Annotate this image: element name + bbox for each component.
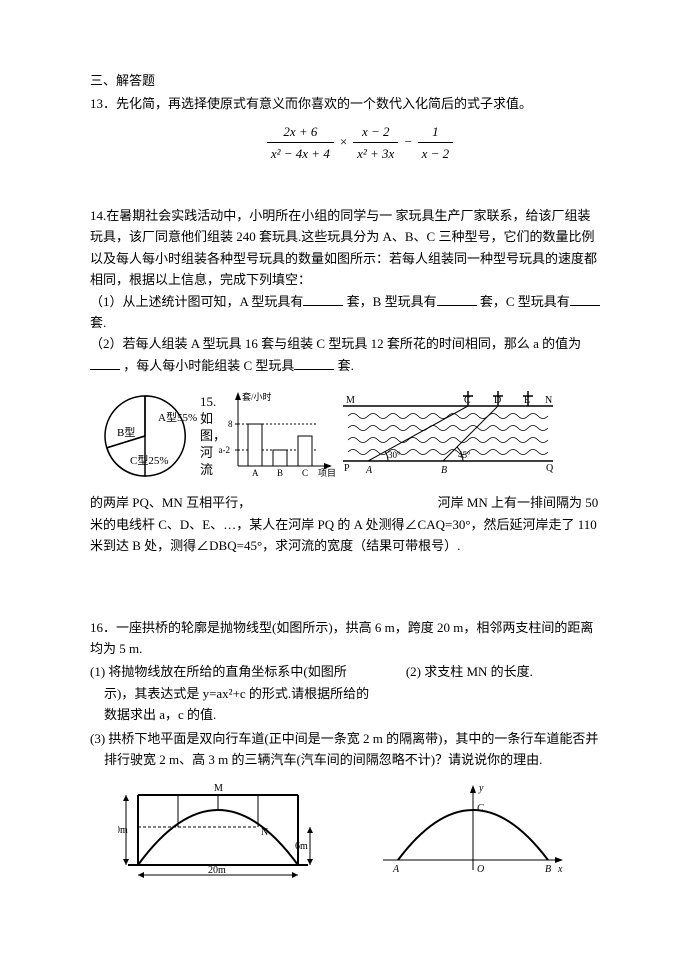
svg-text:20m: 20m — [208, 865, 226, 876]
svg-text:D: D — [494, 395, 501, 406]
svg-text:N: N — [545, 395, 552, 406]
q14-p3: （2）若每人组装 A 型玩具 16 套与组装 C 型玩具 12 套所花的时间相同… — [90, 333, 600, 376]
q14-block: 14.在暑期社会实践活动中，小明所在小组的同学与一 家玩具生产厂家联系，给该厂组… — [90, 205, 600, 377]
svg-text:Q: Q — [546, 463, 554, 474]
river-diagram: M N P Q A B C D E 30° 45° — [338, 386, 558, 486]
svg-text:45°: 45° — [458, 450, 471, 460]
svg-text:8: 8 — [228, 419, 233, 429]
svg-text:B: B — [441, 465, 447, 476]
blank-cval — [294, 357, 334, 370]
frac2-den: x² + 3x — [353, 143, 398, 164]
svg-text:x: x — [557, 864, 563, 875]
q13-formula: 2x + 6x² − 4x + 4 × x − 2x² + 3x − 1x − … — [120, 121, 600, 165]
svg-text:C: C — [464, 395, 471, 406]
svg-text:y: y — [478, 783, 484, 794]
pie-chart: A型55% B型 C型25% — [90, 386, 200, 486]
svg-text:10m: 10m — [118, 825, 128, 836]
svg-text:N: N — [261, 827, 268, 838]
bridge-figure-1: M N 10m 6m 20m — [118, 775, 318, 885]
pie-b-label: B型 — [117, 425, 135, 439]
frac2-num: x − 2 — [353, 121, 398, 143]
pie-a-label: A型55% — [158, 410, 197, 424]
bar-chart: 套/小时 8 2a-2 A B C 项目 — [218, 386, 338, 486]
section-heading: 三、解答题 — [90, 70, 600, 91]
q15-inline-text: 15.如图，河流 — [200, 394, 218, 478]
svg-text:M: M — [214, 783, 223, 794]
svg-text:C: C — [302, 468, 308, 478]
svg-text:A: A — [252, 468, 259, 478]
q16-s1: (1) 将抛物线放在所给的直角坐标系中(如图所示)，其表达式是 y=ax²+c … — [90, 661, 376, 725]
svg-text:A: A — [392, 864, 400, 875]
blank-c — [570, 293, 600, 306]
svg-text:O: O — [477, 864, 484, 875]
q16-block: 16．一座拱桥的轮廓是抛物线型(如图所示)，拱高 6 m，跨度 20 m，相邻两… — [90, 617, 600, 885]
q16-p1: 16．一座拱桥的轮廓是抛物线型(如图所示)，拱高 6 m，跨度 20 m，相邻两… — [90, 617, 600, 660]
bridge-figure-2: A B C O x y — [373, 775, 573, 885]
op-times: × — [339, 134, 348, 149]
q14-p2: （1）从上述统计图可知，A 型玩具有 套，B 型玩具有 套，C 型玩具有 套. — [90, 291, 600, 334]
bar-ylabel: 套/小时 — [242, 391, 272, 402]
svg-text:M: M — [346, 395, 355, 406]
q14-p1: 14.在暑期社会实践活动中，小明所在小组的同学与一 家玩具生产厂家联系，给该厂组… — [90, 205, 600, 291]
blank-a — [303, 293, 343, 306]
frac1-num: 2x + 6 — [267, 121, 334, 143]
blank-aval — [90, 357, 120, 370]
svg-text:P: P — [344, 463, 350, 474]
q16-s3: (3) 拱桥下地平面是双向行车道(正中间是一条宽 2 m 的隔离带)，其中的一条… — [90, 728, 600, 771]
frac1-den: x² − 4x + 4 — [267, 143, 334, 164]
svg-text:30°: 30° — [388, 450, 401, 460]
svg-text:2a-2: 2a-2 — [218, 445, 230, 455]
svg-text:项目: 项目 — [318, 468, 336, 478]
op-minus: − — [404, 134, 413, 149]
blank-b — [437, 293, 477, 306]
frac3-den: x − 2 — [418, 143, 454, 164]
svg-text:A: A — [365, 465, 373, 476]
q13-text: 13．先化简，再选择使原式有意义而你喜欢的一个数代入化简后的式子求值。 — [90, 93, 600, 114]
q15-text: 的两岸 PQ、MN 互相平行， 河岸 MN 上有一排间隔为 50 米的电线杆 C… — [90, 492, 600, 556]
figures-row: A型55% B型 C型25% 15.如图，河流 套/小时 8 2a-2 A B … — [90, 386, 600, 486]
svg-text:B: B — [277, 468, 283, 478]
q16-s2: (2) 求支柱 MN 的长度. — [376, 661, 600, 727]
pie-c-label: C型25% — [130, 453, 169, 467]
frac3-num: 1 — [418, 121, 454, 143]
svg-text:C: C — [477, 803, 484, 814]
svg-text:E: E — [524, 395, 530, 406]
svg-text:B: B — [545, 864, 551, 875]
svg-text:6m: 6m — [295, 841, 308, 852]
